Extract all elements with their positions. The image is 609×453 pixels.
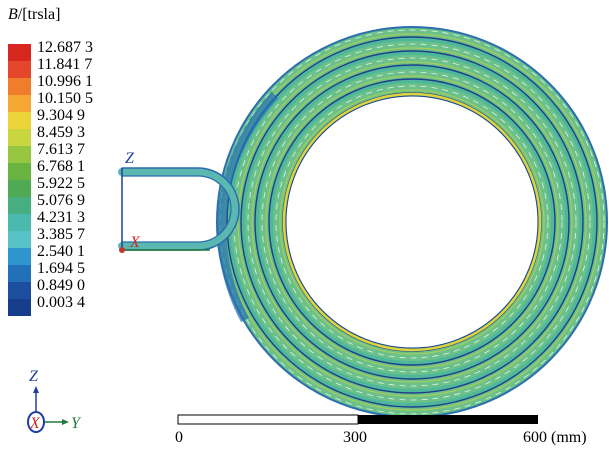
legend-value-label: 1.694 5 — [37, 260, 85, 277]
coil-turn-edge — [237, 47, 587, 397]
triad-y-label: Y — [71, 415, 82, 432]
legend-title-symbol: B — [8, 6, 18, 23]
coil-turn — [245, 55, 579, 389]
legend-value-label: 4.231 3 — [37, 209, 85, 226]
coil-turn — [273, 83, 551, 361]
legend-swatch — [8, 95, 31, 112]
legend-swatch — [8, 129, 31, 146]
triad-x-label: X — [29, 415, 41, 432]
legend-value-label: 6.768 1 — [37, 158, 85, 175]
lead-inner-outline — [121, 175, 232, 243]
coil-turn-highlight — [261, 71, 563, 373]
legend-swatch — [8, 180, 31, 197]
legend-swatch — [8, 265, 31, 282]
coil-turn-highlight — [275, 85, 549, 359]
axis-triad-upper: Z X — [119, 150, 210, 253]
legend-value-label: 9.304 9 — [37, 107, 85, 124]
inner-bore-line — [285, 95, 539, 349]
legend-value-label: 10.996 1 — [37, 73, 93, 90]
axis-triad-lower: Z X Y — [27, 368, 82, 433]
lead-outline — [121, 167, 240, 251]
coil-turn-gap — [268, 78, 556, 366]
legend-value-label: 0.003 4 — [37, 294, 85, 311]
scale-label-0: 0 — [175, 429, 183, 446]
triad-y-arrowhead — [62, 419, 69, 425]
coil-turn-highlight — [233, 43, 591, 401]
scale-label-600: 600 (mm) — [523, 429, 587, 446]
coil-turn — [259, 69, 565, 375]
legend-title-unit: /[trsla] — [17, 6, 61, 23]
legend-entry: 7.613 7 — [8, 142, 208, 163]
triad-z-arrowhead — [33, 386, 39, 393]
legend-swatch — [8, 44, 31, 61]
legend-value-label: 11.841 7 — [37, 56, 93, 73]
lead-conductor — [118, 168, 239, 250]
triad-rotation-ring — [27, 411, 45, 433]
origin-dot — [119, 247, 125, 253]
legend-entry: 3.385 7 — [8, 227, 208, 248]
coil-turn-edge — [265, 75, 559, 369]
legend-swatch — [8, 299, 31, 316]
scale-bar — [177, 414, 538, 425]
legend-entry: 0.849 0 — [8, 278, 208, 299]
legend-entry: 5.922 5 — [8, 176, 208, 197]
coil-turn-edge — [279, 89, 545, 355]
legend-value-label: 8.459 3 — [37, 124, 85, 141]
legend-value-label: 7.613 7 — [37, 141, 85, 158]
legend-entry: 8.459 3 — [8, 125, 208, 146]
legend-swatch — [8, 248, 31, 265]
legend-entry: 10.996 1 — [8, 74, 208, 95]
triad-z-label: Z — [29, 368, 39, 385]
legend-value-label: 5.076 9 — [37, 192, 85, 209]
coil-turn-edge — [251, 61, 573, 383]
legend-title: B/[trsla] — [8, 6, 60, 24]
legend-swatch — [8, 146, 31, 163]
legend-entry: 5.076 9 — [8, 193, 208, 214]
legend-swatch — [8, 197, 31, 214]
coil-turn-gap — [226, 36, 598, 408]
z-axis-label: Z — [125, 150, 135, 167]
coil-turn-highlight — [219, 29, 605, 415]
legend-swatch — [8, 163, 31, 180]
scale-bar-black-segment — [358, 415, 538, 424]
legend-entry: 0.003 4 — [8, 295, 208, 316]
legend-value-label: 12.687 3 — [37, 39, 93, 56]
coil-turn-gap — [240, 50, 584, 394]
legend-swatch — [8, 112, 31, 129]
legend-entry: 4.231 3 — [8, 210, 208, 231]
legend-swatch — [8, 282, 31, 299]
legend-value-label: 2.540 1 — [37, 243, 85, 260]
coil-lead — [118, 167, 240, 251]
coil-turn-highlight — [247, 57, 577, 387]
x-axis-label: X — [129, 234, 141, 251]
coil-rings — [216, 26, 608, 418]
legend-swatch — [8, 61, 31, 78]
legend-swatch — [8, 78, 31, 95]
legend-entry: 2.540 1 — [8, 244, 208, 265]
legend-value-label: 5.922 5 — [37, 175, 85, 192]
legend-entry: 10.150 5 — [8, 91, 208, 112]
legend-value-label: 3.385 7 — [37, 226, 85, 243]
legend-entry: 6.768 1 — [8, 159, 208, 180]
legend-entry: 12.687 3 — [8, 40, 208, 61]
low-field-region — [217, 91, 279, 323]
scale-label-300: 300 — [343, 429, 367, 446]
legend-value-label: 10.150 5 — [37, 90, 93, 107]
inner-bore-edge — [282, 92, 542, 352]
legend-entry: 11.841 7 — [8, 57, 208, 78]
legend-swatch — [8, 231, 31, 248]
legend-value-label: 0.849 0 — [37, 277, 85, 294]
legend-entry: 9.304 9 — [8, 108, 208, 129]
coil-turn-gap — [254, 64, 570, 380]
legend-entry: 1.694 5 — [8, 261, 208, 282]
legend-swatch — [8, 214, 31, 231]
